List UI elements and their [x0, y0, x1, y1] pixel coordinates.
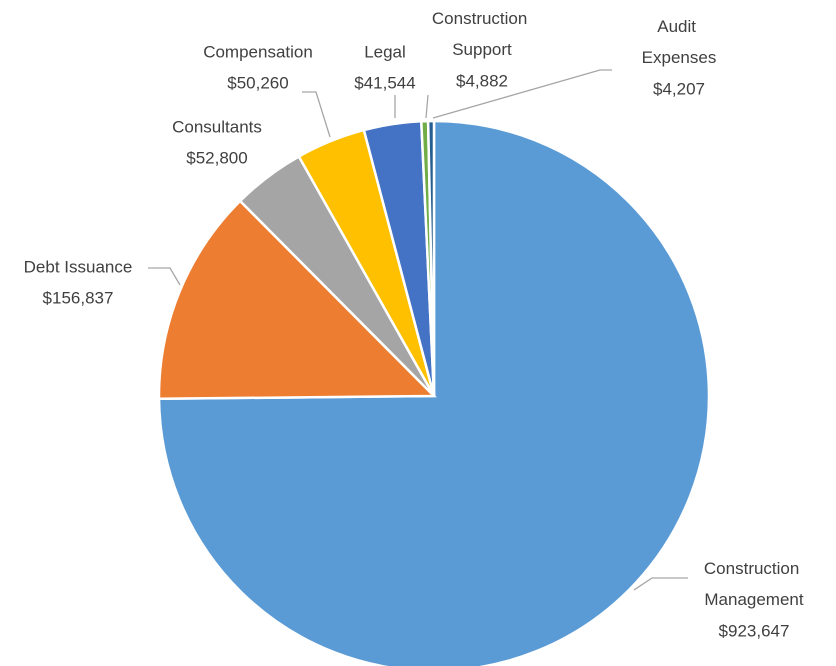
slice-label: Audit Expenses: [642, 17, 717, 67]
leader-line: [148, 267, 181, 286]
label-line: Audit: [657, 17, 700, 36]
value-label: $4,882: [456, 71, 508, 90]
value-label: $41,544: [354, 73, 415, 92]
pie-slice: [157, 199, 437, 401]
slice-label: Consultants: [172, 117, 262, 136]
leader-line: [633, 577, 688, 591]
slice-label: Construction Support: [432, 9, 532, 59]
label-line: Construction: [704, 559, 804, 578]
value-label: $52,800: [186, 148, 247, 167]
slice-label: Construction Management: [704, 559, 804, 609]
pie-slice: [157, 119, 711, 666]
pie-slice: [426, 119, 436, 397]
value-label: $4,207: [653, 79, 705, 98]
label-line: Construction: [432, 9, 532, 28]
value-label: $50,260: [227, 73, 288, 92]
label-line: Support: [452, 40, 512, 59]
leader-line: [432, 69, 612, 119]
value-label: $923,647: [719, 621, 790, 640]
label-line: Expenses: [642, 48, 717, 67]
value-label: $156,837: [43, 288, 114, 307]
slice-label: Debt Issuance: [24, 257, 133, 276]
label-line: Management: [704, 590, 804, 609]
slice-label: Legal: [364, 42, 406, 61]
leader-line: [425, 94, 429, 119]
slice-label: Compensation: [203, 42, 313, 61]
leader-line: [302, 91, 331, 138]
